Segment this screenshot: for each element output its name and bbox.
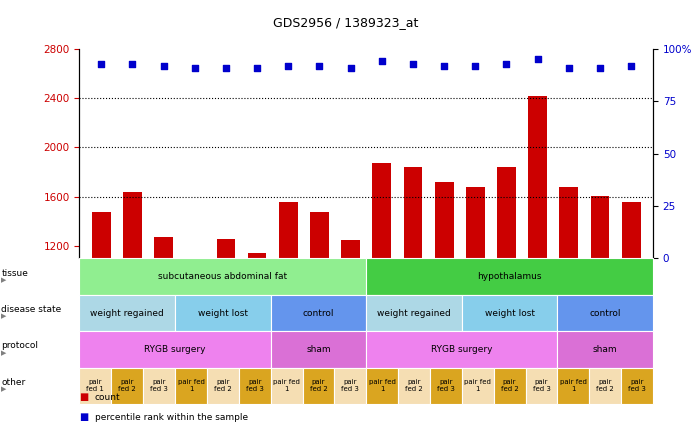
Bar (466, 187, 484, 394)
Text: percentile rank within the sample: percentile rank within the sample (95, 413, 248, 422)
Point (532, 56, 543, 63)
Text: pair fed
1: pair fed 1 (464, 379, 491, 392)
Point (96, 60, 107, 67)
Bar (622, 202, 641, 394)
Bar (435, 182, 453, 394)
Bar (372, 163, 391, 394)
Point (377, 58, 388, 65)
Text: pair
fed 1: pair fed 1 (86, 379, 104, 392)
Text: control: control (589, 309, 621, 317)
Text: RYGB surgery: RYGB surgery (431, 345, 493, 354)
Text: pair
fed 2: pair fed 2 (596, 379, 614, 392)
Text: pair
fed 3: pair fed 3 (246, 379, 264, 392)
Text: ▶: ▶ (1, 277, 7, 283)
Point (470, 62, 481, 69)
Bar (216, 239, 236, 394)
Point (314, 62, 325, 69)
Text: ▶: ▶ (1, 313, 7, 320)
Text: pair
fed 2: pair fed 2 (118, 379, 136, 392)
Bar (92, 211, 111, 394)
Point (501, 60, 512, 67)
Text: other: other (1, 378, 26, 387)
Text: pair
fed 3: pair fed 3 (150, 379, 168, 392)
Bar (279, 202, 298, 394)
Text: protocol: protocol (1, 341, 39, 350)
Point (220, 64, 231, 71)
Text: ■: ■ (79, 412, 88, 422)
Point (252, 64, 263, 71)
Bar (185, 261, 204, 394)
Text: weight regained: weight regained (91, 309, 164, 317)
Text: subcutaneous abdominal fat: subcutaneous abdominal fat (158, 272, 287, 281)
Bar (404, 167, 422, 394)
Text: pair fed
1: pair fed 1 (273, 379, 300, 392)
Text: pair fed
1: pair fed 1 (369, 379, 396, 392)
Text: tissue: tissue (1, 269, 28, 278)
Text: pair
fed 3: pair fed 3 (341, 379, 359, 392)
Bar (529, 96, 547, 394)
Bar (341, 240, 360, 394)
Text: pair fed
1: pair fed 1 (178, 379, 205, 392)
Point (439, 62, 450, 69)
Text: RYGB surgery: RYGB surgery (144, 345, 206, 354)
Text: pair
fed 2: pair fed 2 (501, 379, 518, 392)
Text: disease state: disease state (1, 305, 61, 314)
Text: pair
fed 3: pair fed 3 (628, 379, 646, 392)
Text: count: count (95, 393, 120, 402)
Point (594, 64, 605, 71)
Bar (497, 167, 516, 394)
Bar (591, 195, 609, 394)
Point (408, 60, 419, 67)
Text: ▶: ▶ (1, 350, 7, 356)
Bar (310, 211, 329, 394)
Text: pair
fed 2: pair fed 2 (310, 379, 328, 392)
Text: pair
fed 2: pair fed 2 (405, 379, 423, 392)
Text: weight lost: weight lost (198, 309, 248, 317)
Bar (560, 187, 578, 394)
Text: pair fed
1: pair fed 1 (560, 379, 587, 392)
Text: GDS2956 / 1389323_at: GDS2956 / 1389323_at (273, 16, 418, 29)
Point (625, 62, 636, 69)
Text: weight lost: weight lost (484, 309, 535, 317)
Point (158, 62, 169, 69)
Bar (123, 192, 142, 394)
Bar (248, 254, 267, 394)
Text: ■: ■ (79, 392, 88, 402)
Point (127, 60, 138, 67)
Point (563, 64, 574, 71)
Text: ▶: ▶ (1, 386, 7, 392)
Text: weight regained: weight regained (377, 309, 451, 317)
Text: hypothalamus: hypothalamus (477, 272, 542, 281)
Text: pair
fed 3: pair fed 3 (533, 379, 551, 392)
Text: sham: sham (593, 345, 618, 354)
Point (189, 64, 200, 71)
Bar (154, 238, 173, 394)
Point (283, 62, 294, 69)
Text: control: control (303, 309, 334, 317)
Text: pair
fed 2: pair fed 2 (214, 379, 231, 392)
Point (345, 64, 356, 71)
Text: sham: sham (306, 345, 331, 354)
Text: pair
fed 3: pair fed 3 (437, 379, 455, 392)
